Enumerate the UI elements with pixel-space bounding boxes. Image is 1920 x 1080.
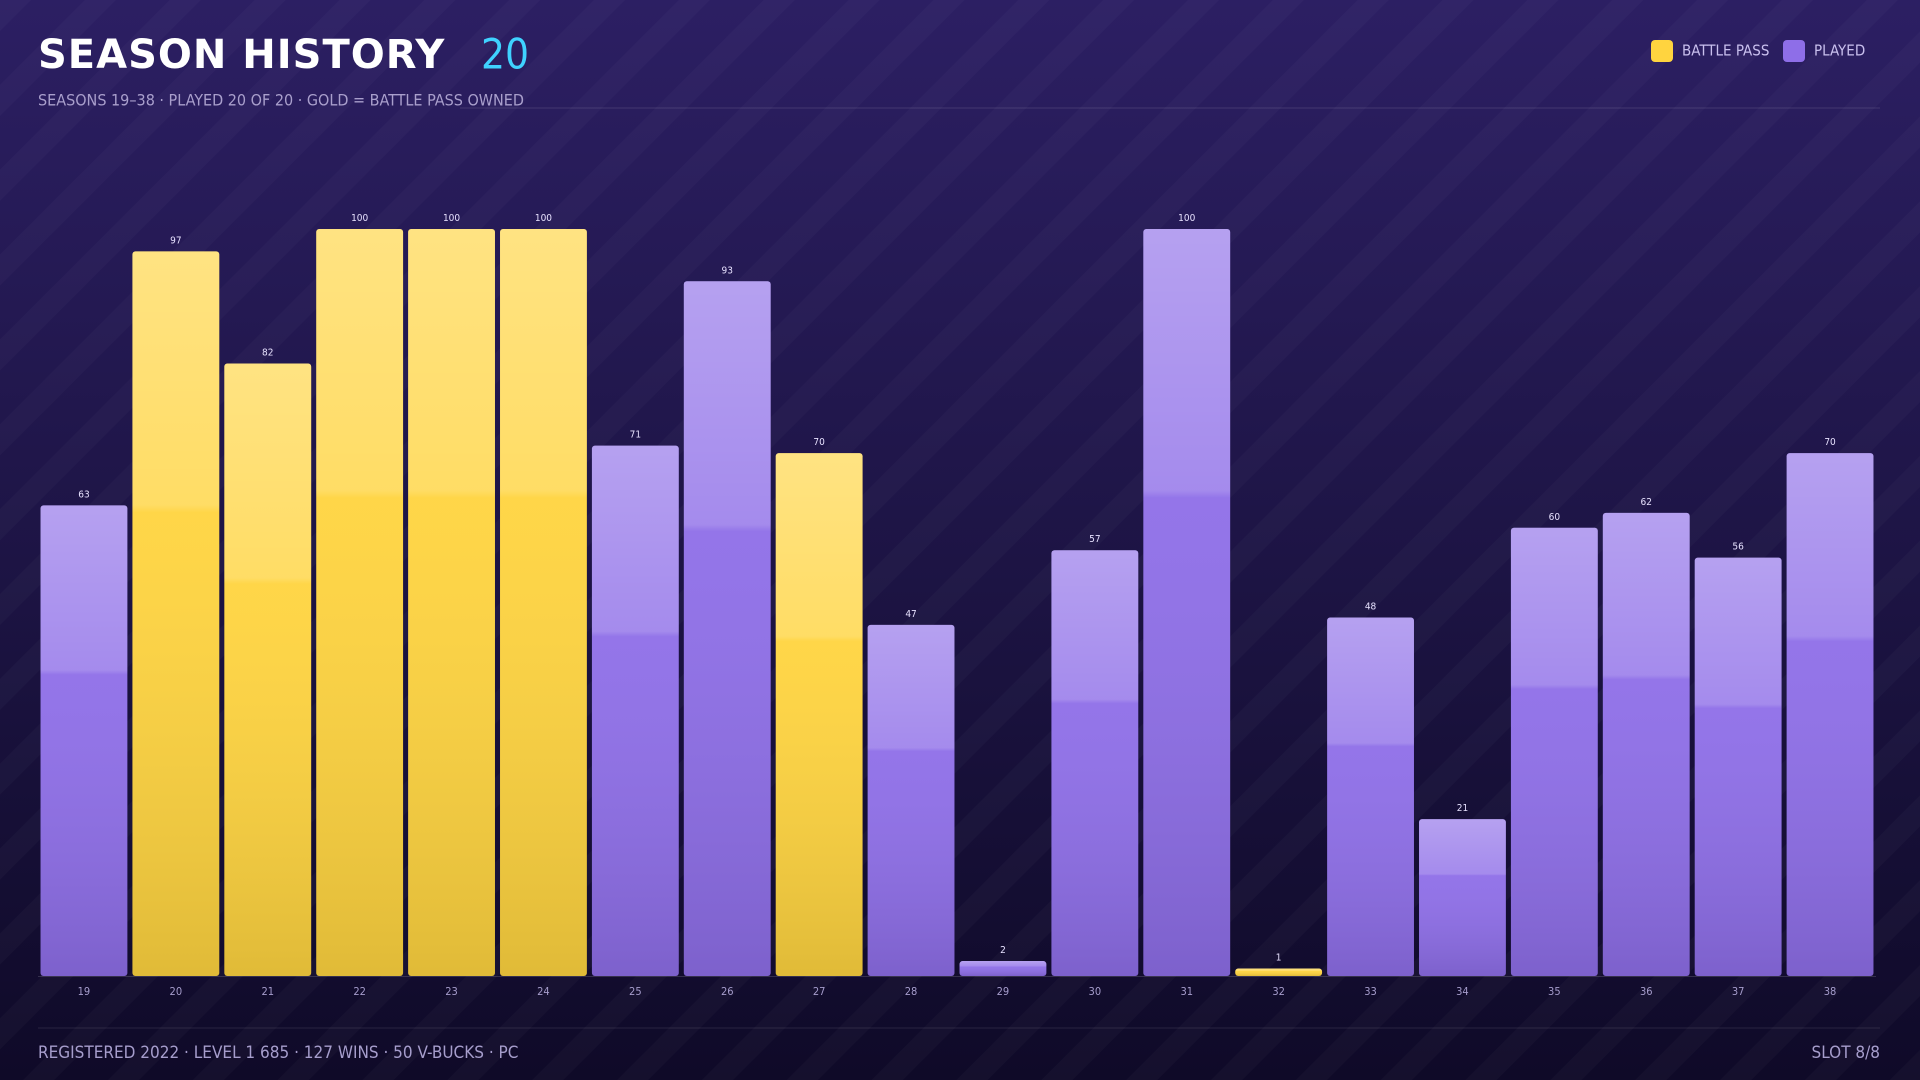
bar-shine (1419, 819, 1506, 976)
bar-shine (867, 624, 955, 976)
x-tick-label: 33 (1364, 985, 1377, 998)
value-label: 97 (170, 235, 181, 246)
bar-shine (1694, 557, 1782, 976)
value-label: 2 (1000, 945, 1006, 956)
bar-shine (316, 229, 404, 976)
value-label: 57 (1089, 534, 1100, 545)
value-label: 82 (262, 347, 273, 358)
x-tick-label: 23 (445, 985, 458, 998)
bar-shine (408, 229, 495, 976)
footer-slot: SLOT 8/8 (1812, 1043, 1880, 1063)
legend-swatch (1651, 40, 1673, 62)
x-tick-label: 29 (997, 985, 1010, 998)
value-label: 47 (905, 609, 916, 620)
bar-shine (1327, 617, 1414, 976)
bar-shine (591, 445, 679, 976)
chart-subtitle: SEASONS 19–38 · PLAYED 20 OF 20 · GOLD =… (38, 91, 524, 110)
value-label: 60 (1549, 512, 1561, 523)
x-tick-label: 36 (1640, 985, 1653, 998)
x-tick-label: 30 (1089, 985, 1102, 998)
x-tick-label: 25 (629, 985, 642, 998)
value-label: 1 (1276, 953, 1282, 964)
value-label: 100 (443, 213, 460, 224)
value-label: 21 (1457, 803, 1468, 814)
bar-shine (1786, 453, 1874, 977)
x-tick-label: 34 (1456, 985, 1469, 998)
bar-shine (1235, 968, 1323, 976)
x-tick-label: 31 (1180, 985, 1193, 998)
x-tick-label: 28 (905, 985, 918, 998)
chart-title: SEASON HISTORY (38, 32, 445, 78)
value-label: 100 (1178, 213, 1195, 224)
bar-shine (1051, 550, 1139, 976)
value-label: 56 (1732, 542, 1744, 553)
legend-swatch (1783, 40, 1805, 62)
x-tick-label: 20 (170, 985, 183, 998)
title-badge: 20 (481, 30, 529, 79)
bar-shine (1602, 512, 1690, 976)
x-tick-label: 32 (1272, 985, 1285, 998)
bar-shine (775, 453, 863, 977)
value-label: 70 (1824, 437, 1836, 448)
value-label: 93 (722, 265, 733, 276)
legend-label: BATTLE PASS (1682, 42, 1769, 60)
x-tick-label: 21 (261, 985, 274, 998)
bar-shine (132, 251, 220, 976)
value-label: 63 (78, 489, 89, 500)
bar-shine (40, 505, 128, 976)
x-tick-label: 38 (1824, 985, 1837, 998)
x-tick-label: 37 (1732, 985, 1745, 998)
legend-label: PLAYED (1814, 42, 1865, 60)
footer-info: REGISTERED 2022 · LEVEL 1 685 · 127 WINS… (38, 1043, 518, 1063)
value-label: 70 (813, 437, 825, 448)
bar-shine (1143, 229, 1231, 976)
x-tick-label: 19 (78, 985, 91, 998)
x-tick-label: 22 (353, 985, 366, 998)
x-tick-label: 27 (813, 985, 826, 998)
bar-shine (1510, 527, 1598, 976)
x-tick-label: 26 (721, 985, 734, 998)
bar-shine (683, 281, 771, 976)
value-label: 71 (630, 430, 641, 441)
bar-shine (224, 363, 312, 977)
value-label: 100 (351, 213, 368, 224)
x-tick-label: 24 (537, 985, 550, 998)
value-label: 62 (1641, 497, 1652, 508)
bar-shine (959, 961, 1047, 976)
value-label: 100 (535, 213, 552, 224)
bar-shine (500, 229, 587, 976)
x-tick-label: 35 (1548, 985, 1561, 998)
value-label: 48 (1365, 601, 1377, 612)
